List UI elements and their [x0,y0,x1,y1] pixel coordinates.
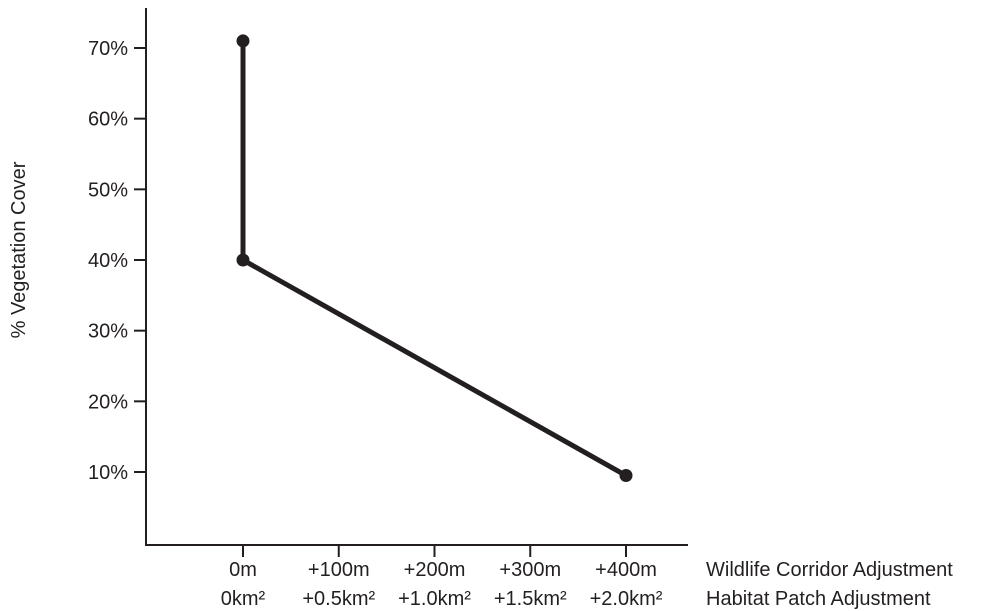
y-axis-title: % Vegetation Cover [8,161,30,338]
x-tick-label-habitat: +1.0km² [398,588,471,610]
y-tick-label: 70% [88,38,128,60]
x-tick-label-corridor: +200m [404,559,466,581]
y-tick-label: 50% [88,179,128,201]
x-tick-label-habitat: 0km² [221,588,266,610]
series [236,34,633,483]
x-tick-label-habitat: +2.0km² [590,588,663,610]
y-tick-label: 60% [88,109,128,131]
y-tick-label: 30% [88,321,128,343]
x-axis-title-habitat: Habitat Patch Adjustment [706,588,931,610]
data-point [619,469,633,483]
x-tick-label-habitat: +0.5km² [302,588,375,610]
x-ticks: 0m 0km² +100m +0.5km² +200m +1.0km² +300m +1.5k… [221,545,663,610]
series-line [240,40,628,478]
x-tick-label-corridor: +300m [499,559,561,581]
axis-labels: % Vegetation Cover Wildlife Corridor Adju… [8,161,953,610]
y-tick-label: 40% [88,250,128,272]
x-tick-label-corridor: +100m [308,559,370,581]
y-ticks: 10% 20% 30% 40% 50% 60% 70% [88,38,146,484]
x-tick-label-corridor: 0m [229,559,257,581]
data-point [236,34,250,48]
y-tick-label: 10% [88,462,128,484]
y-tick-label: 20% [88,391,128,413]
data-point [236,253,250,267]
axes [145,8,688,546]
x-tick-label-habitat: +1.5km² [494,588,567,610]
x-axis-title-corridor: Wildlife Corridor Adjustment [706,559,953,581]
x-tick-label-corridor: +400m [595,559,657,581]
